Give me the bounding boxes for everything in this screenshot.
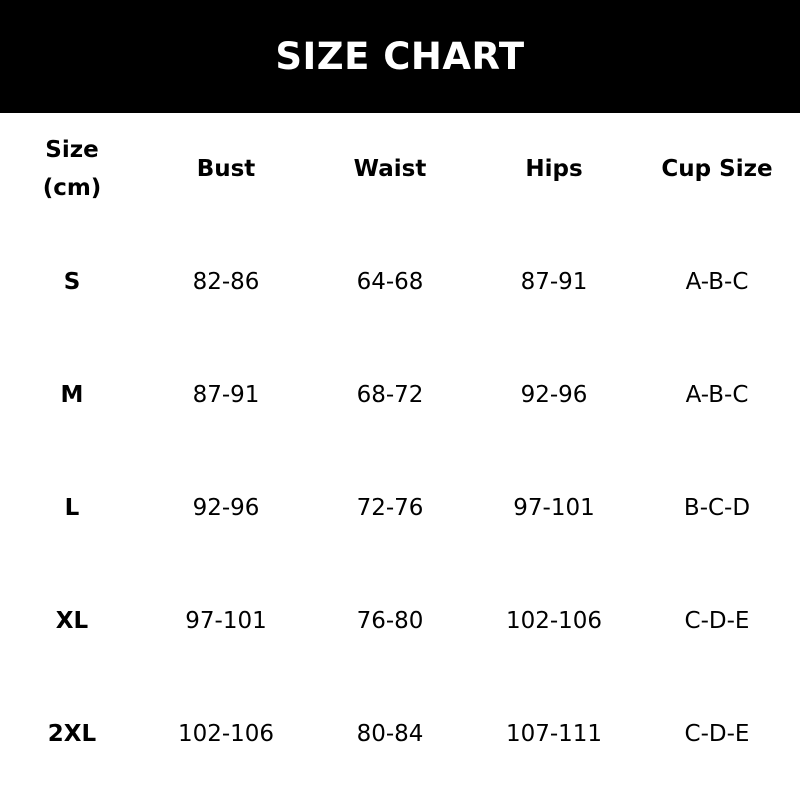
cell-size: L	[64, 495, 80, 521]
cell-waist: 80-84	[356, 721, 424, 747]
header-size-line2: (cm)	[42, 175, 102, 201]
cell-bust: 82-86	[192, 269, 260, 295]
header-cup-size: Cup Size	[661, 156, 773, 182]
cell-bust: 102-106	[177, 721, 275, 747]
cell-hips: 102-106	[505, 608, 603, 634]
cell-waist: 72-76	[356, 495, 424, 521]
header-size-line1: Size	[45, 137, 99, 163]
cell-waist: 64-68	[356, 269, 424, 295]
cell-hips: 107-111	[505, 721, 603, 747]
header-bust: Bust	[196, 156, 256, 182]
cell-cup-size: B-C-D	[683, 495, 751, 521]
cell-hips: 92-96	[520, 382, 588, 408]
header-hips: Hips	[525, 156, 583, 182]
cell-waist: 76-80	[356, 608, 424, 634]
title-banner: SIZE CHART	[0, 0, 800, 113]
cell-cup-size: A-B-C	[685, 269, 749, 295]
cell-cup-size: C-D-E	[684, 608, 750, 634]
cell-size: M	[60, 382, 84, 408]
cell-size: XL	[55, 608, 89, 634]
cell-hips: 97-101	[513, 495, 595, 521]
cell-cup-size: A-B-C	[685, 382, 749, 408]
cell-bust: 97-101	[185, 608, 267, 634]
cell-cup-size: C-D-E	[684, 721, 750, 747]
cell-hips: 87-91	[520, 269, 588, 295]
cell-waist: 68-72	[356, 382, 424, 408]
cell-size: 2XL	[47, 721, 97, 747]
cell-size: S	[63, 269, 81, 295]
header-size: Size (cm)	[0, 131, 147, 207]
cell-bust: 87-91	[192, 382, 260, 408]
cell-bust: 92-96	[192, 495, 260, 521]
header-waist: Waist	[353, 156, 427, 182]
page-title: SIZE CHART	[275, 35, 525, 78]
